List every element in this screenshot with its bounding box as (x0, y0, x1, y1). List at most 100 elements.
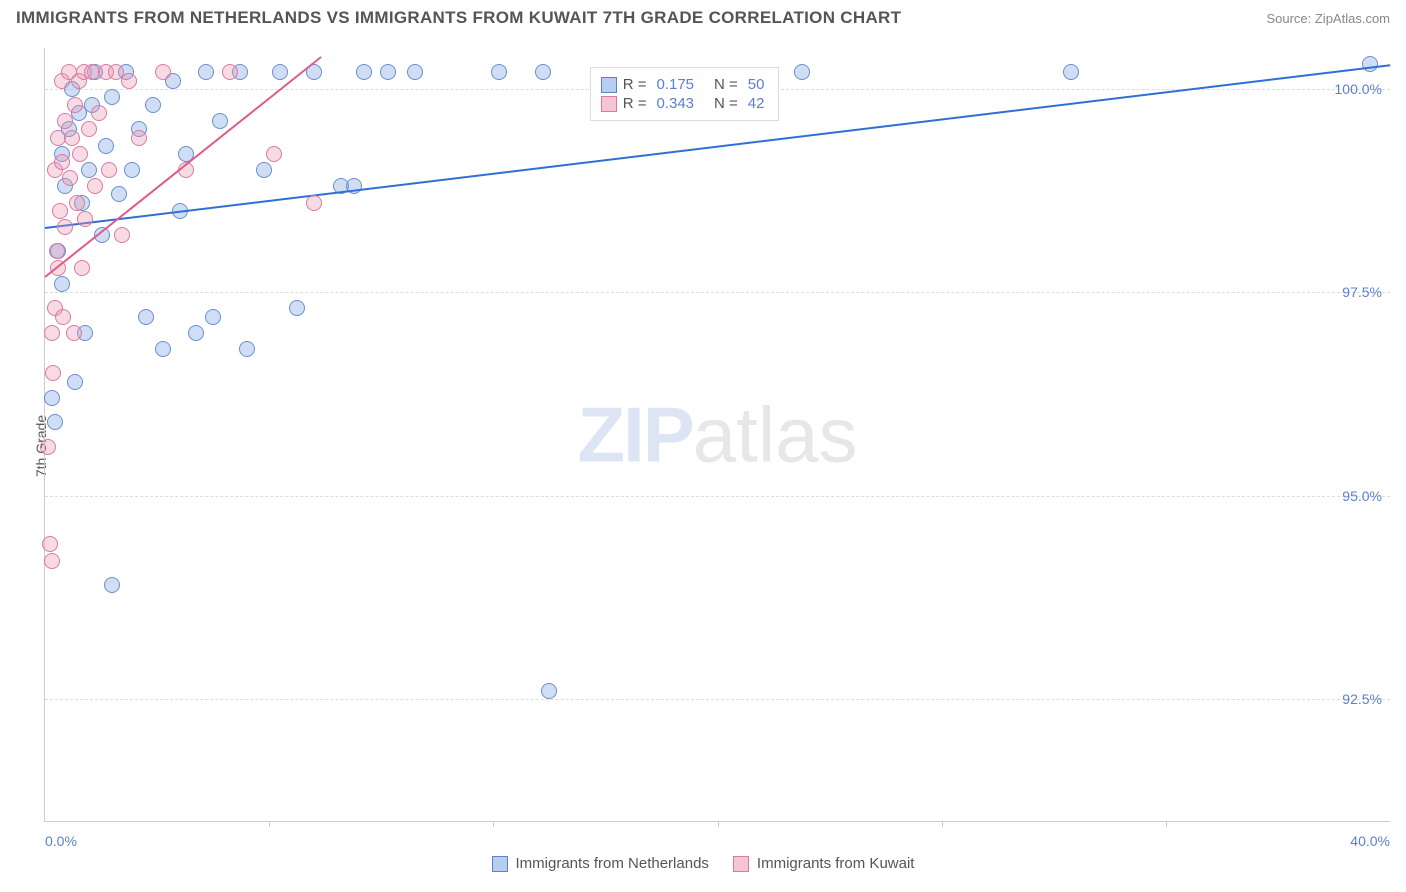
y-tick-label: 92.5% (1342, 691, 1382, 707)
data-point (256, 162, 272, 178)
data-point (66, 325, 82, 341)
legend-series-name: Immigrants from Netherlands (516, 855, 709, 872)
chart-plot-area: ZIPatlas 0.0% 40.0% 92.5%95.0%97.5%100.0… (44, 48, 1390, 822)
data-point (155, 64, 171, 80)
data-point (1063, 64, 1079, 80)
legend-n-value: 42 (748, 95, 765, 112)
legend-r-value: 0.175 (656, 76, 694, 93)
x-tick (269, 821, 270, 827)
data-point (54, 154, 70, 170)
data-point (111, 186, 127, 202)
legend-swatch (601, 96, 617, 112)
watermark-zip: ZIP (577, 390, 692, 478)
data-point (101, 162, 117, 178)
data-point (114, 227, 130, 243)
gridline (45, 699, 1390, 700)
data-point (541, 683, 557, 699)
data-point (45, 365, 61, 381)
legend-n-value: 50 (748, 76, 765, 93)
data-point (44, 390, 60, 406)
data-point (62, 170, 78, 186)
legend-n-label: N = (714, 76, 738, 93)
data-point (47, 414, 63, 430)
data-point (145, 97, 161, 113)
legend-inset-row: R = 0.343 N = 42 (601, 95, 769, 112)
legend-r-label: R = (623, 95, 647, 112)
chart-title: IMMIGRANTS FROM NETHERLANDS VS IMMIGRANT… (16, 8, 901, 28)
data-point (104, 577, 120, 593)
y-tick-label: 95.0% (1342, 488, 1382, 504)
data-point (69, 195, 85, 211)
data-point (222, 64, 238, 80)
legend-inset: R = 0.175 N = 50 R = 0.343 N = 42 (590, 67, 780, 121)
legend-n-label: N = (714, 95, 738, 112)
data-point (380, 64, 396, 80)
chart-source: Source: ZipAtlas.com (1266, 11, 1390, 26)
legend-r-label: R = (623, 76, 647, 93)
data-point (54, 276, 70, 292)
data-point (535, 64, 551, 80)
data-point (64, 130, 80, 146)
data-point (188, 325, 204, 341)
data-point (131, 130, 147, 146)
data-point (356, 64, 372, 80)
data-point (121, 73, 137, 89)
data-point (794, 64, 810, 80)
data-point (81, 121, 97, 137)
y-tick-label: 100.0% (1335, 81, 1382, 97)
data-point (104, 89, 120, 105)
bottom-legend-item: Immigrants from Kuwait (733, 855, 915, 872)
data-point (239, 341, 255, 357)
data-point (124, 162, 140, 178)
data-point (98, 138, 114, 154)
data-point (205, 309, 221, 325)
data-point (57, 219, 73, 235)
legend-r-value: 0.343 (656, 95, 694, 112)
data-point (77, 211, 93, 227)
watermark-atlas: atlas (693, 390, 858, 478)
legend-inset-row: R = 0.175 N = 50 (601, 76, 769, 93)
data-point (44, 553, 60, 569)
data-point (272, 64, 288, 80)
data-point (40, 439, 56, 455)
x-axis-max-label: 40.0% (1350, 833, 1390, 849)
x-tick (493, 821, 494, 827)
legend-series-name: Immigrants from Kuwait (757, 855, 915, 872)
data-point (57, 113, 73, 129)
gridline (45, 496, 1390, 497)
data-point (155, 341, 171, 357)
data-point (1362, 56, 1378, 72)
data-point (91, 105, 107, 121)
data-point (407, 64, 423, 80)
legend-swatch (733, 856, 749, 872)
x-axis-min-label: 0.0% (45, 833, 77, 849)
data-point (491, 64, 507, 80)
data-point (42, 536, 58, 552)
data-point (306, 195, 322, 211)
gridline (45, 292, 1390, 293)
data-point (67, 374, 83, 390)
x-tick (718, 821, 719, 827)
data-point (266, 146, 282, 162)
x-tick (1166, 821, 1167, 827)
data-point (289, 300, 305, 316)
data-point (138, 309, 154, 325)
data-point (67, 97, 83, 113)
data-point (198, 64, 214, 80)
data-point (44, 325, 60, 341)
data-point (74, 260, 90, 276)
bottom-legend: Immigrants from Netherlands Immigrants fr… (0, 855, 1406, 872)
data-point (87, 178, 103, 194)
data-point (212, 113, 228, 129)
legend-swatch (492, 856, 508, 872)
data-point (81, 162, 97, 178)
chart-header: IMMIGRANTS FROM NETHERLANDS VS IMMIGRANT… (0, 0, 1406, 32)
data-point (49, 243, 65, 259)
x-tick (942, 821, 943, 827)
legend-swatch (601, 77, 617, 93)
data-point (52, 203, 68, 219)
y-tick-label: 97.5% (1342, 284, 1382, 300)
data-point (55, 309, 71, 325)
bottom-legend-item: Immigrants from Netherlands (492, 855, 709, 872)
watermark: ZIPatlas (577, 389, 857, 480)
